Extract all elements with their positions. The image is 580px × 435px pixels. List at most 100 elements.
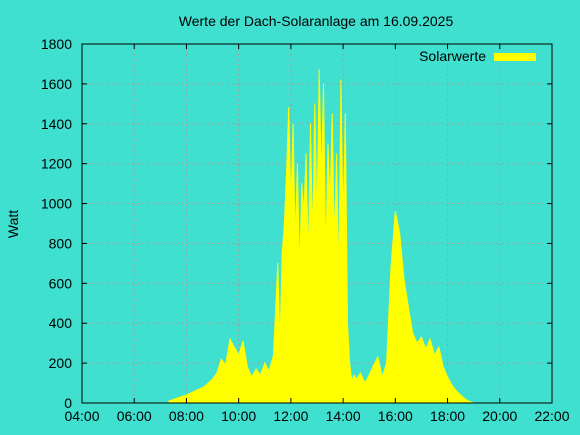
x-tick-label: 14:00: [326, 408, 361, 424]
y-tick-label: 1200: [41, 156, 72, 172]
data-point: [310, 123, 311, 125]
data-point: [303, 213, 305, 214]
data-point: [314, 103, 316, 105]
x-axis-ticks: 04:00 06:00 08:00 10:00 12:00 14:00 16:00 18:00…: [64, 44, 570, 424]
legend-swatch: [494, 53, 536, 61]
data-point: [455, 390, 457, 392]
data-point: [368, 374, 370, 376]
data-point: [394, 211, 396, 212]
data-point: [381, 376, 383, 378]
data-point: [288, 107, 290, 109]
data-point: [434, 354, 435, 356]
y-axis-ticks: 0 200 400 600 800 1000 1200 1400 1600 1800: [41, 36, 552, 411]
x-tick-label: 22:00: [534, 408, 569, 424]
data-point: [292, 123, 294, 125]
data-point: [251, 376, 253, 378]
data-point: [340, 79, 342, 81]
y-tick-label: 1400: [41, 116, 72, 132]
data-point: [259, 374, 261, 376]
x-tick-label: 08:00: [169, 408, 204, 424]
y-tick-label: 1000: [41, 196, 72, 212]
data-point: [246, 366, 248, 368]
data-point: [451, 384, 453, 386]
data-point: [283, 223, 285, 224]
data-point: [447, 376, 449, 378]
y-tick-label: 600: [49, 275, 73, 291]
data-point: [468, 400, 470, 402]
y-tick-label: 400: [49, 315, 73, 331]
series-area: [168, 69, 475, 404]
data-point: [255, 368, 257, 370]
data-point: [305, 153, 307, 155]
data-point: [185, 394, 187, 396]
data-point: [307, 262, 309, 264]
data-point: [233, 346, 235, 348]
data-point: [194, 390, 196, 392]
legend: Solarwerte: [419, 48, 536, 64]
data-point: [220, 358, 222, 360]
chart-title: Werte der Dach-Solaranlage am 16.09.2025: [179, 13, 454, 29]
data-point: [325, 262, 327, 264]
data-point: [412, 332, 414, 334]
data-point: [416, 342, 418, 344]
data-point: [238, 354, 240, 356]
data-point: [364, 382, 366, 384]
data-point: [336, 153, 338, 155]
y-tick-label: 1800: [41, 36, 72, 52]
x-tick-label: 16:00: [378, 408, 413, 424]
plot-frame: [81, 43, 553, 404]
data-point: [347, 322, 348, 324]
x-tick-label: 10:00: [221, 408, 256, 424]
data-point: [203, 386, 205, 388]
data-point: [299, 272, 301, 274]
data-point: [349, 362, 351, 364]
data-point: [360, 372, 361, 374]
data-point: [353, 374, 355, 376]
data-point: [351, 380, 353, 382]
y-tick-label: 200: [49, 355, 73, 371]
data-point: [438, 346, 440, 348]
data-point: [331, 113, 333, 115]
data-point: [264, 362, 266, 364]
data-point: [407, 306, 409, 308]
x-tick-label: 12:00: [273, 408, 308, 424]
data-point: [333, 242, 335, 244]
data-point: [281, 252, 283, 254]
legend-label: Solarwerte: [419, 48, 486, 64]
series-solarwerte-area: [168, 69, 474, 404]
data-point: [279, 342, 281, 344]
data-point: [399, 233, 401, 234]
data-point: [312, 242, 314, 244]
data-point: [316, 223, 318, 224]
data-point: [296, 163, 298, 165]
data-point: [273, 354, 274, 356]
data-point: [377, 356, 379, 358]
x-tick-label: 06:00: [117, 408, 152, 424]
data-point: [342, 223, 344, 224]
data-point: [344, 113, 346, 115]
data-point: [420, 336, 422, 338]
data-point: [464, 398, 466, 400]
data-point: [425, 348, 427, 350]
data-point: [338, 282, 340, 284]
data-point: [212, 378, 214, 380]
data-point: [460, 394, 462, 396]
x-tick-label: 20:00: [482, 408, 517, 424]
data-point: [229, 338, 231, 340]
data-point: [327, 143, 329, 145]
data-point: [301, 183, 303, 185]
data-point: [390, 266, 392, 268]
data-point: [177, 397, 179, 399]
data-point: [323, 83, 324, 85]
data-point: [429, 338, 431, 340]
data-point: [277, 262, 279, 264]
data-point: [318, 69, 320, 71]
data-point: [373, 364, 375, 366]
x-tick-label: 04:00: [64, 408, 99, 424]
data-point: [329, 203, 331, 205]
data-point: [355, 378, 357, 380]
data-point: [168, 400, 170, 402]
data-point: [286, 173, 287, 175]
y-axis-label: Watt: [5, 210, 21, 238]
